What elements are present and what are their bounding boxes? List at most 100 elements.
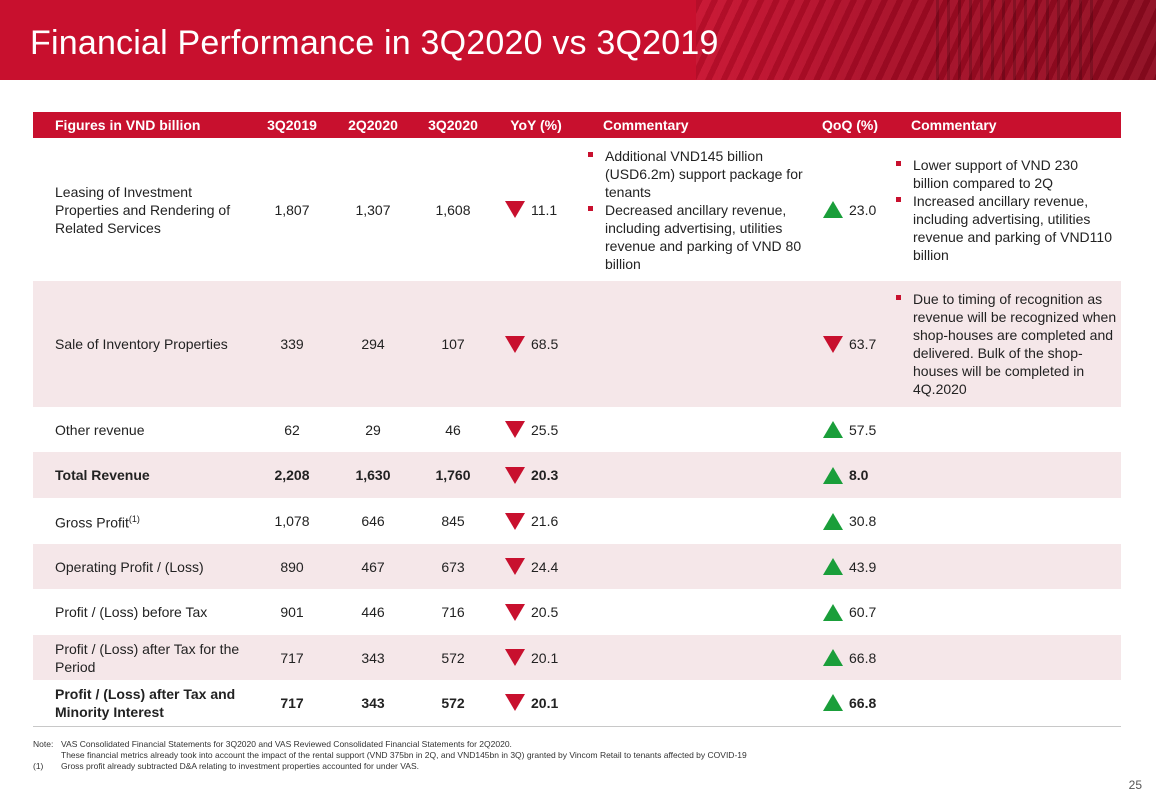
up-arrow-icon <box>823 649 843 666</box>
down-arrow-icon <box>505 466 525 484</box>
yoy-commentary <box>581 680 811 727</box>
comment-item: Due to timing of recognition as revenue … <box>893 290 1117 398</box>
value-2q2020: 446 <box>361 604 385 620</box>
banner-decoration-stripes <box>936 0 1096 80</box>
comment-text: Lower support of VND 230 billion compare… <box>913 156 1078 191</box>
value-3q2019: 1,078 <box>274 513 310 529</box>
financial-performance-table: Figures in VND billion 3Q2019 2Q2020 3Q2… <box>33 112 1121 727</box>
up-arrow-icon <box>823 421 843 438</box>
yoy-value: 20.3 <box>531 467 559 483</box>
yoy-commentary <box>581 281 811 407</box>
yoy-value: 25.5 <box>531 421 559 438</box>
qoq-value: 66.8 <box>849 694 877 711</box>
title-banner: Financial Performance in 3Q2020 vs 3Q201… <box>0 0 1156 80</box>
qoq-commentary <box>889 680 1121 727</box>
value-3q2019: 339 <box>253 281 331 407</box>
qoq-commentary <box>889 589 1121 635</box>
header-qoq: QoQ (%) <box>811 112 889 138</box>
qoq-value: 66.8 <box>849 649 877 666</box>
yoy-commentary <box>581 452 811 498</box>
header-yoy-commentary: Commentary <box>581 112 811 138</box>
down-arrow-icon <box>823 335 843 353</box>
value-3q2020: 673 <box>415 544 491 589</box>
down-arrow-icon <box>505 694 525 712</box>
yoy-cell: 21.6 <box>491 498 581 544</box>
qoq-commentary <box>889 498 1121 544</box>
value-2q2020: 1,630 <box>331 452 415 498</box>
up-arrow-icon <box>823 466 843 484</box>
value-3q2019: 717 <box>253 680 331 727</box>
qoq-commentary <box>889 635 1121 680</box>
bullet-icon <box>896 196 901 202</box>
qoq-commentary <box>889 544 1121 589</box>
yoy-cell: 20.1 <box>491 635 581 680</box>
up-arrow-icon <box>823 201 843 218</box>
yoy-commentary <box>581 544 811 589</box>
yoy-commentary <box>581 589 811 635</box>
note-row: Note: VAS Consolidated Financial Stateme… <box>33 739 1123 750</box>
up-arrow-icon <box>823 558 843 575</box>
footnote-row: (1) Gross profit already subtracted D&A … <box>33 761 1123 772</box>
comment-item: Lower support of VND 230 billion compare… <box>893 156 1117 192</box>
qoq-commentary: Due to timing of recognition as revenue … <box>889 281 1121 407</box>
value-2q2020: 646 <box>361 513 385 529</box>
page-title: Financial Performance in 3Q2020 vs 3Q201… <box>30 24 719 62</box>
yoy-value: 24.4 <box>531 558 559 575</box>
table-row: Profit / (Loss) after Tax for the Period… <box>33 635 1121 680</box>
qoq-value: 63.7 <box>849 336 877 352</box>
note-key: Note: <box>33 739 54 749</box>
qoq-value: 30.8 <box>849 513 877 529</box>
yoy-value: 20.1 <box>531 649 559 666</box>
qoq-value: 57.5 <box>849 421 877 438</box>
footnote-text: Gross profit already subtracted D&A rela… <box>61 761 419 771</box>
qoq-value: 60.7 <box>849 604 877 620</box>
up-arrow-icon <box>823 603 843 621</box>
qoq-cell: 66.8 <box>811 635 889 680</box>
value-3q2019: 62 <box>284 421 300 438</box>
value-3q2019: 717 <box>253 635 331 680</box>
value-3q2020: 46 <box>445 421 461 438</box>
yoy-commentary <box>581 498 811 544</box>
table-row: Profit / (Loss) after Tax and Minority I… <box>33 680 1121 727</box>
footnote-key: (1) <box>33 761 44 771</box>
value-2q2020: 343 <box>331 680 415 727</box>
qoq-commentary <box>889 407 1121 452</box>
down-arrow-icon <box>505 335 525 353</box>
comment-text: Additional VND145 billion (USD6.2m) supp… <box>605 147 803 200</box>
note-indent <box>33 750 61 761</box>
down-arrow-icon <box>505 201 525 218</box>
value-3q2020: 107 <box>415 281 491 407</box>
header-3q2020: 3Q2020 <box>415 112 491 138</box>
note-line2: These financial metrics already took int… <box>61 750 747 760</box>
yoy-value: 68.5 <box>531 336 559 352</box>
value-3q2020: 572 <box>415 680 491 727</box>
table-row: Total Revenue 2,208 1,630 1,760 20.3 8.0 <box>33 452 1121 498</box>
qoq-commentary: Lower support of VND 230 billion compare… <box>889 138 1121 281</box>
yoy-commentary <box>581 407 811 452</box>
qoq-cell: 66.8 <box>811 680 889 727</box>
yoy-cell: 68.5 <box>491 281 581 407</box>
row-label: Profit / (Loss) after Tax and Minority I… <box>33 680 253 727</box>
qoq-cell: 30.8 <box>811 498 889 544</box>
row-label: Sale of Inventory Properties <box>33 281 253 407</box>
qoq-cell: 63.7 <box>811 281 889 407</box>
bullet-icon <box>588 151 593 157</box>
up-arrow-icon <box>823 694 843 712</box>
yoy-cell: 24.4 <box>491 544 581 589</box>
row-label: Other revenue <box>55 421 145 438</box>
qoq-cell: 23.0 <box>811 138 889 281</box>
down-arrow-icon <box>505 603 525 621</box>
comment-item: Additional VND145 billion (USD6.2m) supp… <box>585 147 807 201</box>
footnote-marker: (1) <box>128 514 140 525</box>
table-row: Profit / (Loss) before Tax 901 446 716 2… <box>33 589 1121 635</box>
yoy-cell: 20.1 <box>491 680 581 727</box>
value-3q2020: 716 <box>441 604 465 620</box>
qoq-value: 8.0 <box>849 467 869 483</box>
yoy-commentary <box>581 635 811 680</box>
comment-text: Increased ancillary revenue, including a… <box>913 192 1112 263</box>
yoy-value: 20.5 <box>531 604 559 620</box>
down-arrow-icon <box>505 421 525 438</box>
header-figures: Figures in VND billion <box>33 112 253 138</box>
down-arrow-icon <box>505 649 525 666</box>
table-row: Other revenue 62 29 46 25.5 57.5 <box>33 407 1121 452</box>
